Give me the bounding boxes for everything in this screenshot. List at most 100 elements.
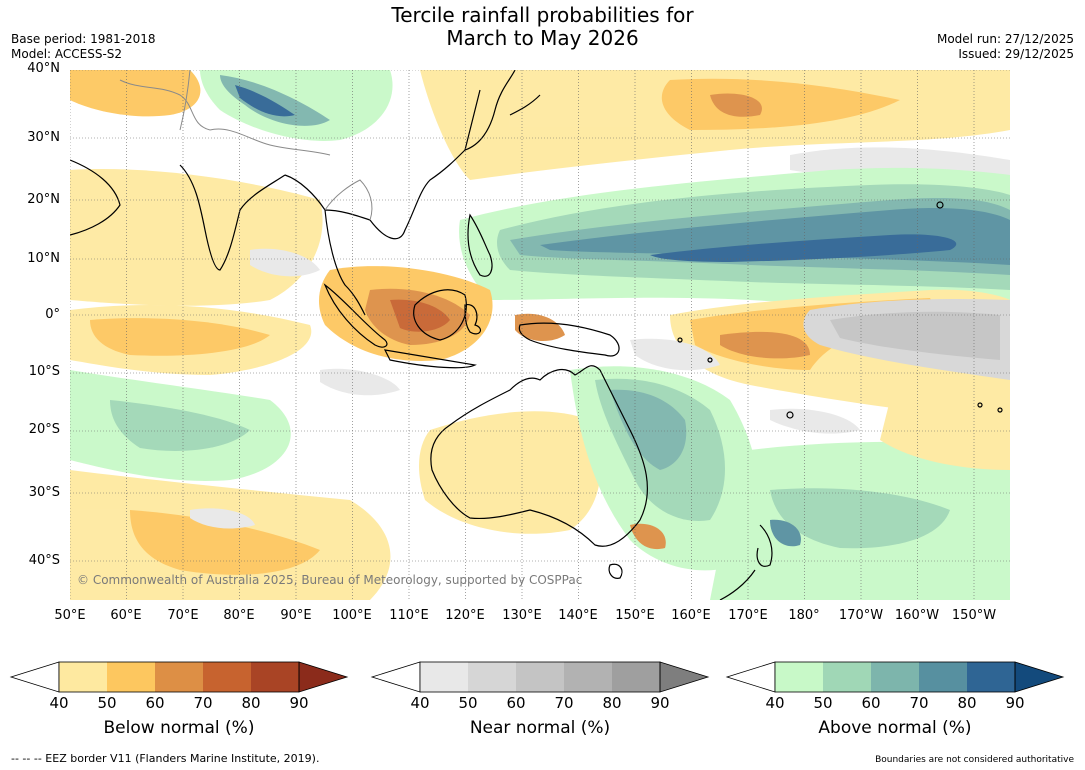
colorbar-segment <box>155 662 203 692</box>
below-normal-area <box>70 169 323 306</box>
colorbar-segment <box>564 662 612 692</box>
island <box>786 411 794 419</box>
below-normal-area <box>710 93 762 117</box>
run-info: Model run: 27/12/2025 Issued: 29/12/2025 <box>937 32 1074 62</box>
near-normal-area <box>190 508 255 529</box>
colorbar-tick: 50 <box>97 694 117 712</box>
colorbar-extend-low <box>725 661 776 693</box>
below-normal-area <box>418 411 601 534</box>
colorbar-tick: 80 <box>602 694 622 712</box>
below-normal-area <box>630 523 666 550</box>
lat-label: 10°S <box>28 364 60 379</box>
colorbar-extend-low <box>370 661 421 693</box>
lon-label: 150°W <box>951 608 997 623</box>
colorbar-tick: 60 <box>145 694 165 712</box>
colorbar-segment <box>107 662 155 692</box>
colorbar-extend-low <box>9 661 60 693</box>
island <box>707 357 713 363</box>
probability-fields <box>70 70 1010 600</box>
base-period: Base period: 1981-2018 <box>11 32 156 46</box>
colorbar-segment <box>516 662 564 692</box>
colorbar-tick: 70 <box>193 694 213 712</box>
below-normal-area <box>130 510 320 575</box>
coastline-east-asia <box>464 70 541 151</box>
above-normal-area <box>650 234 957 262</box>
lon-label: 50°E <box>54 608 86 623</box>
colorbar-tick: 50 <box>813 694 833 712</box>
boundary <box>209 128 331 156</box>
map-title: Tercile rainfall probabilities for March… <box>0 4 1085 50</box>
boundary <box>324 179 373 221</box>
lon-label: 80°E <box>223 608 255 623</box>
lon-label: 130°E <box>502 608 542 623</box>
boundaries-disclaimer: Boundaries are not considered authoritat… <box>875 755 1074 765</box>
country-boundaries <box>119 70 373 221</box>
lon-label: 150°E <box>615 608 655 623</box>
coastline-tasmania <box>608 563 623 579</box>
coastline-se-asia <box>284 89 481 316</box>
below-normal-area <box>720 331 810 359</box>
colorbar-tick: 80 <box>957 694 977 712</box>
above-normal-area <box>770 519 801 547</box>
colorbar-tick: 80 <box>241 694 261 712</box>
colorbar-extend-high <box>298 661 349 693</box>
colorbar-segment <box>775 662 823 692</box>
near-normal-area <box>830 311 1000 360</box>
near-normal-area <box>320 368 400 396</box>
coastline-new-zealand <box>719 524 773 600</box>
lon-label: 180° <box>788 608 820 623</box>
lon-label: 100°E <box>332 608 372 623</box>
below-normal-area <box>515 313 565 342</box>
colorbar-segment <box>612 662 660 692</box>
boundary <box>119 79 211 131</box>
title-line-2: March to May 2026 <box>446 26 639 50</box>
colorbars <box>9 661 1065 693</box>
lon-label: 170°E <box>728 608 768 623</box>
below-normal-area <box>661 78 900 130</box>
graticule <box>70 70 1010 600</box>
lon-label: 60°E <box>110 608 142 623</box>
copyright-notice: © Commonwealth of Australia 2025, Bureau… <box>77 573 583 587</box>
colorbar-tick: 70 <box>554 694 574 712</box>
lon-label: 160°W <box>894 608 940 623</box>
coastline-new-guinea <box>518 322 620 357</box>
colorbar-segment <box>420 662 468 692</box>
below-normal-area <box>90 318 270 356</box>
colorbar-tick: 50 <box>458 694 478 712</box>
coastline-australia <box>430 365 648 547</box>
coastline-borneo <box>413 289 467 341</box>
island <box>977 402 983 408</box>
near-normal-area <box>250 248 320 277</box>
above-normal-area <box>610 389 687 470</box>
issued-date: Issued: 29/12/2025 <box>958 47 1074 61</box>
colorbar-extend-high <box>659 661 710 693</box>
model-name: Model: ACCESS-S2 <box>11 47 123 61</box>
colorbar-segment <box>468 662 516 692</box>
island <box>936 201 944 209</box>
colorbar-title-below-normal: Below normal (%) <box>103 718 255 738</box>
coastline-india <box>179 164 286 271</box>
lon-label: 120°E <box>445 608 485 623</box>
lat-label: 20°N <box>27 192 60 207</box>
colorbar-near-normal <box>370 661 710 693</box>
island <box>677 337 683 343</box>
colorbar-segment <box>919 662 967 692</box>
colorbar-outline <box>419 661 661 693</box>
lat-label: 10°N <box>27 251 60 266</box>
above-normal-area <box>770 488 950 549</box>
colorbar-outline <box>58 661 300 693</box>
lon-label: 110°E <box>389 608 429 623</box>
colorbar-above-normal <box>725 661 1065 693</box>
below-normal-area <box>70 70 201 117</box>
colorbar-segment <box>871 662 919 692</box>
coastline-philippines <box>467 213 493 277</box>
coastline-arabia <box>70 159 121 236</box>
colorbar-segment <box>59 662 107 692</box>
lon-label: 170°W <box>838 608 884 623</box>
colorbar-segment <box>251 662 299 692</box>
below-normal-area <box>390 299 450 332</box>
above-normal-area <box>235 85 295 117</box>
colorbar-segment <box>203 662 251 692</box>
lon-label: 90°E <box>280 608 312 623</box>
lon-label: 140°E <box>558 608 598 623</box>
